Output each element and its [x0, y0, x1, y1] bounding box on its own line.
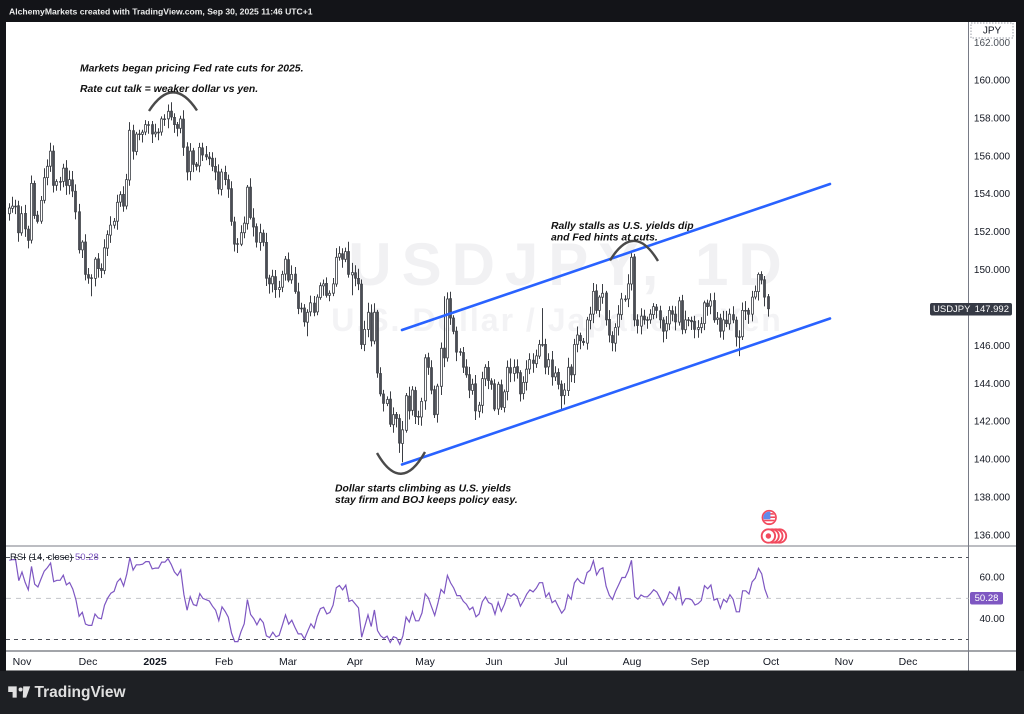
svg-text:Rate cut talk = weaker dollar: Rate cut talk = weaker dollar vs yen.	[80, 84, 258, 95]
svg-text:Rally stalls as U.S. yields di: Rally stalls as U.S. yields dip	[551, 221, 694, 232]
svg-text:USDJPY, 1D: USDJPY, 1D	[348, 231, 791, 298]
svg-text:138.000: 138.000	[974, 493, 1011, 504]
svg-text:2025: 2025	[143, 656, 167, 668]
svg-text:50.28: 50.28	[75, 552, 99, 563]
svg-text:156.000: 156.000	[974, 151, 1011, 162]
svg-text:40.00: 40.00	[979, 614, 1004, 625]
svg-text:160.000: 160.000	[974, 76, 1011, 87]
svg-text:152.000: 152.000	[974, 227, 1011, 238]
svg-text:Feb: Feb	[215, 656, 233, 668]
svg-text:60.00: 60.00	[979, 573, 1004, 584]
svg-text:May: May	[415, 656, 436, 668]
svg-text:140.000: 140.000	[974, 455, 1011, 466]
svg-text:154.000: 154.000	[974, 189, 1011, 200]
svg-text:Dec: Dec	[79, 656, 98, 668]
svg-text:158.000: 158.000	[974, 113, 1011, 124]
svg-text:Jun: Jun	[486, 656, 503, 668]
svg-text:Nov: Nov	[835, 656, 854, 668]
svg-text:Apr: Apr	[347, 656, 364, 668]
svg-text:Jul: Jul	[554, 656, 567, 668]
svg-text:136.000: 136.000	[974, 531, 1011, 542]
svg-text:Sep: Sep	[691, 656, 710, 668]
svg-text:50.28: 50.28	[975, 593, 999, 604]
svg-text:Dollar starts climbing as U.S.: Dollar starts climbing as U.S. yields	[335, 484, 511, 495]
svg-text:AlchemyMarkets created with Tr: AlchemyMarkets created with TradingView.…	[9, 7, 313, 17]
svg-text:TradingView: TradingView	[35, 684, 127, 701]
svg-text:Nov: Nov	[13, 656, 32, 668]
svg-text:RSI (14, close): RSI (14, close)	[10, 552, 73, 563]
svg-text:Aug: Aug	[623, 656, 642, 668]
svg-text:Oct: Oct	[763, 656, 779, 668]
svg-text:142.000: 142.000	[974, 417, 1011, 428]
svg-text:Mar: Mar	[279, 656, 298, 668]
svg-text:USDJPY: USDJPY	[933, 304, 971, 315]
svg-text:U.S. Dollar / Japanese Yen: U.S. Dollar / Japanese Yen	[331, 302, 783, 338]
svg-text:stay firm and BOJ keeps policy: stay firm and BOJ keeps policy easy.	[335, 495, 518, 506]
svg-text:162.000: 162.000	[974, 38, 1011, 49]
svg-text:Markets began pricing Fed rate: Markets began pricing Fed rate cuts for …	[80, 64, 303, 75]
svg-text:144.000: 144.000	[974, 379, 1011, 390]
svg-text:146.000: 146.000	[974, 341, 1011, 352]
svg-text:and Fed hints at cuts.: and Fed hints at cuts.	[551, 233, 658, 244]
svg-text:147.992: 147.992	[975, 304, 1009, 315]
svg-text:JPY: JPY	[983, 26, 1002, 37]
svg-text:Dec: Dec	[899, 656, 918, 668]
svg-text:150.000: 150.000	[974, 265, 1011, 276]
